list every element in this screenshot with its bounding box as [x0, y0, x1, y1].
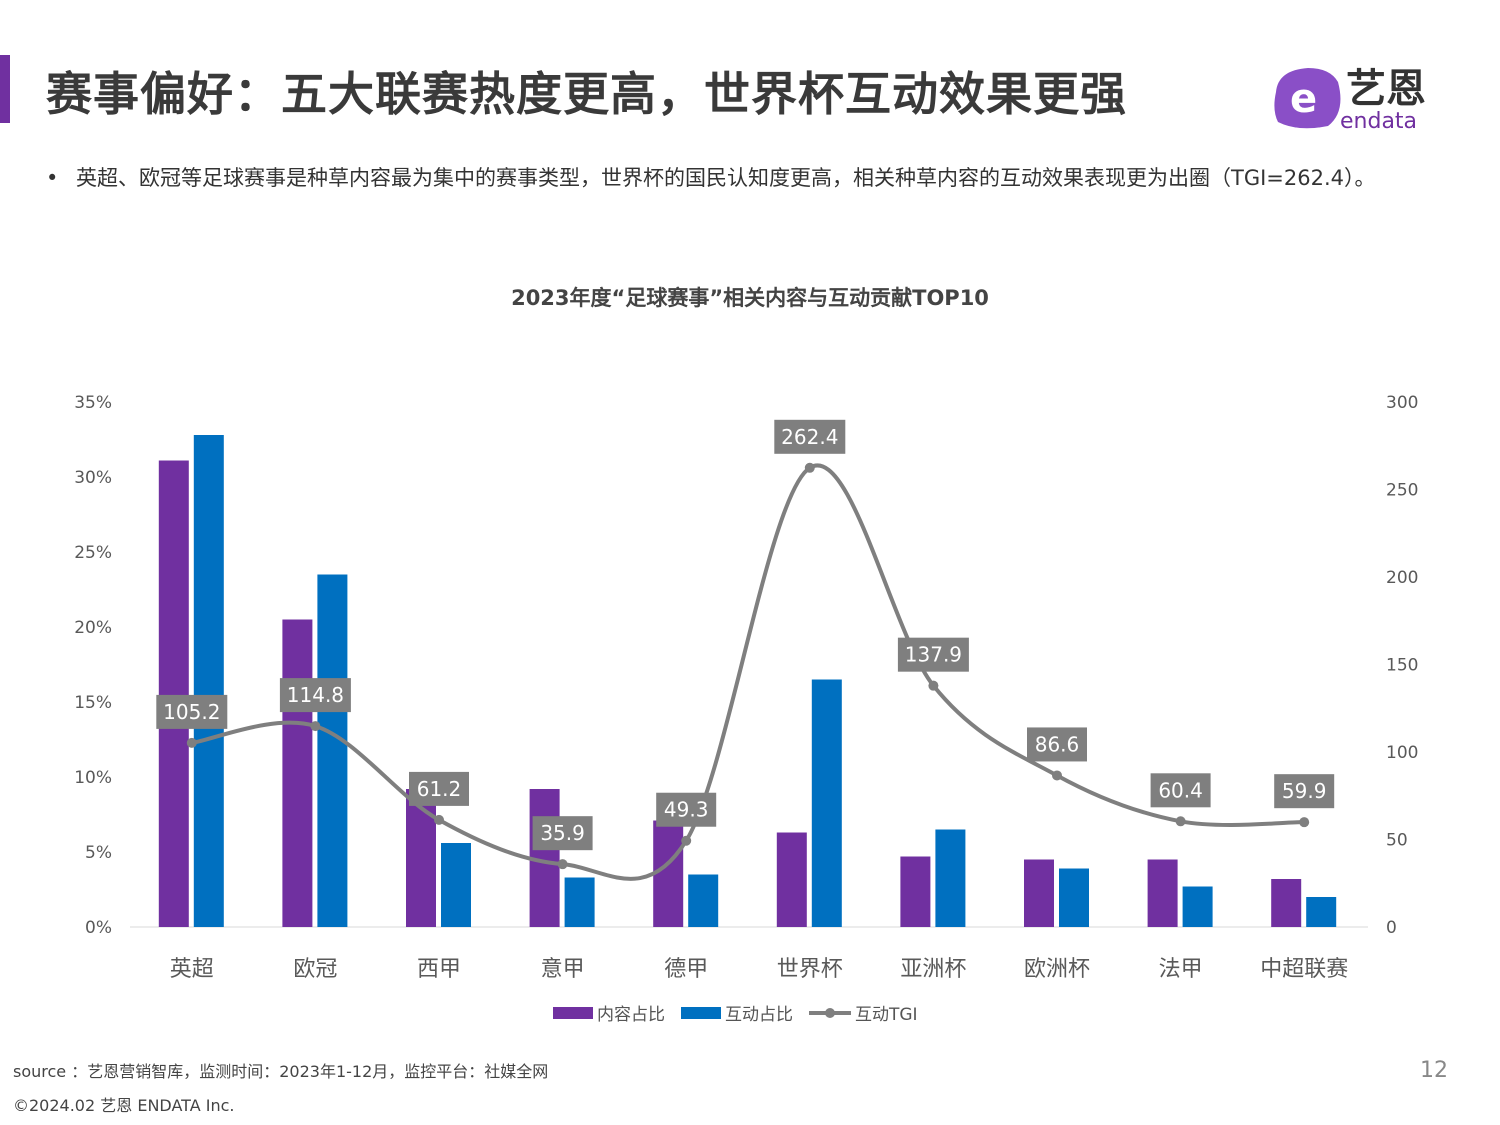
y-right-tick-label: 300	[1386, 393, 1418, 413]
y-right-tick-label: 0	[1386, 918, 1397, 938]
tgi-label-box	[409, 771, 469, 806]
tgi-label-box	[279, 678, 351, 713]
tgi-data-label: 61.2	[417, 777, 462, 801]
y-right-tick-label: 50	[1386, 831, 1408, 851]
y-left-tick-label: 20%	[74, 618, 112, 638]
page-number: 12	[1420, 1058, 1448, 1083]
tgi-point	[681, 835, 692, 846]
legend-item-content: 内容占比	[553, 1000, 665, 1025]
bar-content-share	[406, 789, 436, 927]
tgi-point	[310, 721, 321, 732]
bar-interaction-share	[1182, 886, 1213, 927]
tgi-data-label: 35.9	[540, 821, 585, 845]
y-left-tick-label: 0%	[85, 918, 112, 938]
y-right-tick-label: 250	[1386, 481, 1418, 501]
tgi-data-label: 59.9	[1282, 779, 1327, 803]
svg-text:e: e	[1290, 76, 1317, 122]
x-tick-label: 法甲	[1159, 957, 1203, 982]
tgi-data-label: 86.6	[1035, 732, 1080, 756]
tgi-point	[804, 462, 815, 473]
bar-content-share	[1271, 879, 1302, 927]
y-left-tick-label: 5%	[85, 843, 112, 863]
y-left-tick-label: 25%	[74, 543, 112, 563]
title-accent-bar	[0, 55, 10, 123]
bar-interaction-share	[193, 435, 224, 927]
tgi-label-box	[1150, 773, 1211, 808]
y-right-tick-label: 200	[1386, 568, 1418, 588]
tgi-data-label: 114.8	[287, 683, 344, 707]
bar-content-share	[776, 832, 807, 927]
tgi-label-box	[1027, 727, 1087, 762]
endata-logo: e 艺恩 endata	[1274, 66, 1426, 132]
legend-swatch	[553, 1006, 593, 1019]
tgi-line	[191, 463, 1305, 881]
svg-text:endata: endata	[1340, 109, 1417, 132]
y-left-tick-label: 35%	[74, 393, 112, 413]
bar-interaction-share	[441, 843, 471, 927]
tgi-data-label: 105.2	[163, 700, 220, 724]
tgi-data-label: 60.4	[1158, 778, 1203, 802]
y-right-tick-label: 150	[1386, 656, 1418, 676]
legend-label: 互动占比	[725, 1005, 793, 1025]
tgi-point	[557, 859, 568, 870]
y-left-tick-label: 30%	[74, 468, 112, 488]
bar-interaction-share	[1059, 868, 1089, 927]
y-left-tick-label: 10%	[74, 768, 112, 788]
tgi-label-box	[774, 419, 846, 454]
copyright: ©2024.02 艺恩 ENDATA Inc.	[13, 1096, 235, 1115]
x-tick-label: 欧洲杯	[1024, 957, 1090, 982]
tgi-data-label: 49.3	[664, 798, 709, 822]
bar-content-share	[158, 460, 189, 927]
bar-interaction-share	[564, 877, 595, 927]
x-tick-label: 西甲	[417, 957, 461, 982]
bullet-point: • 英超、欧冠等足球赛事是种草内容最为集中的赛事类型，世界杯的国民认知度更高，相…	[46, 157, 1446, 199]
source-note: source ：艺恩营销智库，监测时间：2023年1-12月，监控平台：社媒全网	[13, 1062, 549, 1081]
y-left-tick-label: 15%	[74, 693, 112, 713]
tgi-point	[1299, 817, 1310, 828]
legend-swatch	[681, 1006, 721, 1019]
tgi-label-box	[656, 792, 717, 827]
bar-interaction-share	[688, 874, 719, 927]
bar-interaction-share	[935, 829, 966, 927]
legend-item-tgi: 互动TGI	[809, 1000, 918, 1025]
tgi-label-box	[532, 816, 593, 851]
bar-interaction-share	[1306, 897, 1337, 927]
x-tick-label: 欧冠	[293, 957, 337, 982]
tgi-point	[1052, 770, 1062, 781]
tgi-label-box	[897, 637, 969, 672]
bar-content-share	[282, 619, 313, 927]
chart-title: 2023年度“足球赛事”相关内容与互动贡献TOP10	[511, 286, 989, 310]
bar-content-share	[1147, 859, 1178, 927]
x-tick-label: 亚洲杯	[900, 957, 966, 982]
tgi-point	[434, 814, 444, 825]
x-tick-label: 中超联赛	[1260, 957, 1348, 982]
legend-item-interaction: 互动占比	[681, 1000, 793, 1025]
tgi-label-box	[1274, 774, 1335, 809]
tgi-data-label: 262.4	[781, 425, 838, 449]
legend-line-marker	[809, 1007, 851, 1018]
tgi-label-box	[156, 694, 228, 729]
legend: 内容占比 互动占比 互动TGI	[553, 1000, 918, 1025]
bullet-marker: •	[46, 166, 59, 190]
bar-content-share	[900, 856, 931, 927]
bar-interaction-share	[317, 574, 348, 927]
legend-label: 内容占比	[597, 1005, 665, 1025]
svg-text:艺恩: 艺恩	[1346, 66, 1426, 112]
tgi-point	[186, 737, 197, 748]
bar-interaction-share	[811, 679, 842, 927]
tgi-point	[1175, 816, 1186, 827]
x-tick-label: 英超	[170, 957, 214, 982]
x-tick-label: 世界杯	[777, 957, 843, 982]
bar-content-share	[1024, 859, 1054, 927]
bullet-text: 英超、欧冠等足球赛事是种草内容最为集中的赛事类型，世界杯的国民认知度更高，相关种…	[76, 166, 1376, 190]
page-title: 赛事偏好：五大联赛热度更高，世界杯互动效果更强	[46, 67, 1127, 121]
x-tick-label: 德甲	[664, 957, 708, 982]
y-right-tick-label: 100	[1386, 743, 1418, 763]
x-tick-label: 意甲	[541, 957, 585, 982]
tgi-point	[928, 680, 939, 691]
bar-content-share	[653, 820, 684, 927]
legend-label: 互动TGI	[855, 1005, 918, 1025]
tgi-data-label: 137.9	[905, 643, 962, 667]
